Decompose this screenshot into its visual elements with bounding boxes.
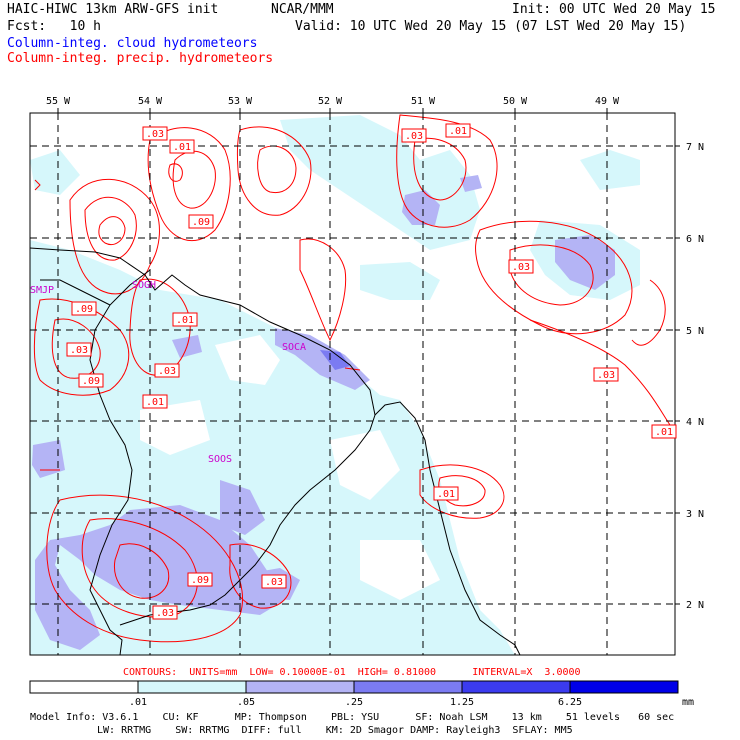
contour-label: .03 <box>158 366 176 377</box>
station-label: SOCA <box>282 342 306 353</box>
contour-label: .09 <box>191 575 209 586</box>
contour-label: .03 <box>146 129 164 140</box>
station-label: SOOS <box>208 454 232 465</box>
lon-label: 55 W <box>46 96 71 107</box>
cloud-shading-holes <box>140 335 440 600</box>
frame-ticks <box>57 108 680 605</box>
colorbar <box>29 680 679 694</box>
model-title: HAIC-HIWC 13km ARW-GFS init <box>7 2 219 17</box>
colorbar-tick: .25 <box>345 697 363 708</box>
lon-label: 54 W <box>138 96 163 107</box>
contour-label-box <box>445 123 471 138</box>
contour-label: .09 <box>75 304 93 315</box>
colorbar-ticks: .01 .05 .25 1.25 6.25 mm <box>129 697 694 708</box>
contour-label-box <box>172 312 198 327</box>
contour-label-box <box>169 139 195 154</box>
lat-label: 5 N <box>686 326 704 337</box>
contour-info: CONTOURS: UNITS=mm LOW= 0.10000E-01 HIGH… <box>123 667 581 678</box>
contour-label: .03 <box>405 131 423 142</box>
contour-label-box <box>154 363 180 378</box>
model-info-line2: LW: RRTMG SW: RRTMG DIFF: full KM: 2D Sm… <box>97 725 573 736</box>
cloud-shading-dark <box>320 350 350 370</box>
contour-label-box <box>433 486 459 501</box>
shading-layer <box>30 113 675 655</box>
lon-label: 49 W <box>595 96 620 107</box>
contour-label-box <box>66 342 92 357</box>
colorbar-tick: 1.25 <box>450 697 474 708</box>
contour-label: .01 <box>655 427 673 438</box>
contour-label: .01 <box>176 315 194 326</box>
contour-label: .03 <box>512 262 530 273</box>
org-label: NCAR/MMM <box>271 2 334 17</box>
contour-label-box <box>71 301 97 316</box>
contour-label: .09 <box>82 376 100 387</box>
station-label: SOGH <box>132 280 156 291</box>
valid-time: Valid: 10 UTC Wed 20 May 15 (07 LST Wed … <box>295 19 687 34</box>
legend-cloud: Column-integ. cloud hydrometeors <box>7 36 258 51</box>
contour-label: .01 <box>173 142 191 153</box>
lat-label: 3 N <box>686 509 704 520</box>
station-labels: SMJP SOGH SOCA SOOS <box>30 280 306 465</box>
contour-label: .01 <box>437 489 455 500</box>
contour-value-labels: .03 .01 .03 .01 .09 .03 .09 .01 .03 .03 .09 .01 .03.… <box>66 123 677 620</box>
contour-label-box <box>152 605 178 620</box>
colorbar-tick: .05 <box>237 697 255 708</box>
contour-label-box <box>651 424 677 439</box>
lat-label: 6 N <box>686 234 704 245</box>
contour-label-box <box>261 574 287 589</box>
colorbar-tick: 6.25 <box>558 697 582 708</box>
contour-label: .09 <box>192 217 210 228</box>
forecast-hour: Fcst: 10 h <box>7 19 101 34</box>
lon-label: 53 W <box>228 96 253 107</box>
lat-label: 4 N <box>686 417 704 428</box>
init-time: Init: 00 UTC Wed 20 May 15 <box>512 2 716 17</box>
contour-label-box <box>188 214 214 229</box>
cloud-shading-medium <box>32 175 615 650</box>
lon-label: 50 W <box>503 96 528 107</box>
lat-label: 7 N <box>686 142 704 153</box>
contour-label-box <box>187 572 213 587</box>
lat-label: 2 N <box>686 600 704 611</box>
contour-label: .01 <box>146 397 164 408</box>
contour-label: .03 <box>597 370 615 381</box>
contour-label-box <box>508 259 534 274</box>
grid-lines <box>30 113 675 655</box>
contour-label: .03 <box>156 608 174 619</box>
contour-label-box <box>142 394 168 409</box>
contour-label-box <box>401 128 427 143</box>
legend-precip: Column-integ. precip. hydrometeors <box>7 51 274 66</box>
contour-label-box <box>78 373 104 388</box>
contour-label: .03 <box>265 577 283 588</box>
lon-labels: 55 W 54 W 53 W 52 W 51 W 50 W 49 W <box>46 96 620 107</box>
contour-label-box <box>593 367 619 382</box>
colorbar-tick: .01 <box>129 697 147 708</box>
contour-label: .01 <box>449 126 467 137</box>
contour-label-box <box>142 126 168 141</box>
station-label: SMJP <box>30 285 54 296</box>
colorbar-unit: mm <box>682 697 694 708</box>
lat-labels: 7 N 6 N 5 N 4 N 3 N 2 N <box>686 142 704 611</box>
lon-label: 51 W <box>411 96 436 107</box>
contour-label: .03 <box>70 345 88 356</box>
lon-label: 52 W <box>318 96 343 107</box>
model-info-line1: Model Info: V3.6.1 CU: KF MP: Thompson P… <box>30 712 675 723</box>
plot-frame <box>29 112 676 656</box>
